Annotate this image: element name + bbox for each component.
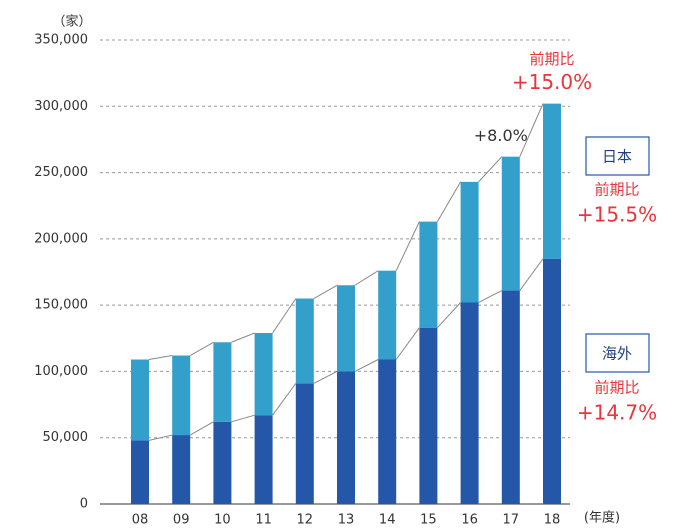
connector: [231, 332, 255, 343]
y-tick-label: 0: [80, 497, 88, 512]
connector: [437, 302, 461, 329]
connector: [519, 258, 544, 291]
bar: [501, 156, 520, 291]
growth-label: 前期比: [594, 181, 639, 199]
bar: [295, 383, 314, 504]
connector: [436, 181, 462, 222]
connector: [313, 370, 338, 384]
annotation: +15.0%: [512, 70, 592, 94]
bar: [213, 421, 232, 504]
connector: [231, 414, 255, 423]
x-tick-label: 14: [379, 513, 396, 528]
bar: [378, 359, 397, 504]
connector: [189, 421, 214, 436]
x-tick-label: 08: [132, 513, 149, 528]
y-tick-label: 250,000: [34, 165, 88, 180]
connector: [148, 355, 173, 360]
y-tick-label: 100,000: [34, 364, 88, 379]
connector: [272, 298, 297, 334]
x-tick-label: 12: [297, 513, 314, 528]
bar: [460, 302, 479, 504]
x-unit: (年度): [584, 510, 620, 526]
x-tick-label: 13: [338, 513, 355, 528]
annotation-label: 前期比: [529, 50, 574, 68]
bar: [172, 435, 191, 504]
y-tick-label: 200,000: [34, 231, 88, 246]
connector: [478, 290, 503, 303]
bar: [460, 181, 479, 303]
bar: [337, 371, 355, 504]
connector: [395, 221, 420, 271]
x-tick-label: 11: [255, 513, 272, 528]
legend-label: 日本: [602, 148, 632, 166]
bar: [378, 270, 397, 360]
connector: [189, 341, 214, 356]
y-tick-label: 50,000: [43, 430, 89, 445]
bar: [131, 440, 149, 504]
connector: [519, 103, 544, 157]
bar: [254, 332, 273, 416]
connector: [272, 383, 297, 416]
bar: [419, 327, 438, 504]
bar: [337, 285, 355, 372]
growth: +15.5%: [577, 203, 657, 227]
bar: [172, 355, 191, 436]
x-tick-label: 18: [544, 513, 561, 528]
x-tick-label: 10: [214, 513, 231, 528]
x-tick-label: 15: [420, 513, 437, 528]
x-tick-label: 17: [503, 513, 520, 528]
connector: [478, 156, 503, 183]
connector: [354, 359, 379, 372]
legend-label: 海外: [602, 345, 632, 363]
legend-box: [585, 136, 650, 176]
bar: [131, 359, 149, 441]
y-tick-label: 300,000: [34, 99, 88, 114]
y-tick-label: 150,000: [34, 298, 88, 313]
connector: [313, 284, 338, 299]
x-tick-label: 09: [173, 513, 190, 528]
connector: [395, 327, 420, 360]
bar: [295, 298, 314, 384]
annotation: +8.0%: [474, 126, 528, 145]
y-tick-label: 350,000: [34, 33, 88, 48]
growth: +14.7%: [577, 401, 657, 425]
bar: [213, 342, 232, 422]
x-tick-label: 16: [461, 513, 478, 528]
growth-label: 前期比: [594, 379, 639, 397]
bar: [419, 221, 438, 328]
connector: [354, 270, 379, 286]
legend-box: [585, 333, 650, 373]
bar: [254, 415, 273, 504]
bar: [543, 103, 561, 259]
bar: [543, 258, 561, 504]
connector: [148, 434, 173, 441]
bar: [501, 290, 520, 504]
y-unit: （家）: [52, 14, 91, 30]
